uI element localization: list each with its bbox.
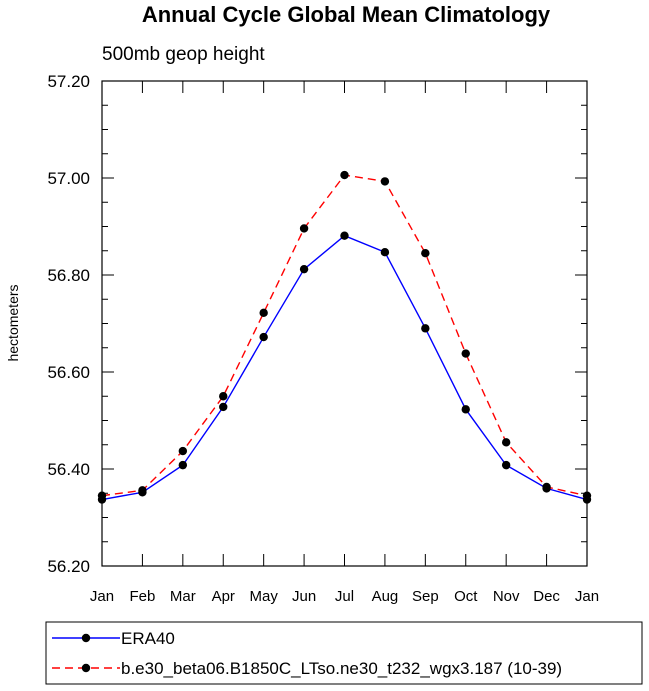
data-point <box>542 482 551 492</box>
legend: ERA40 b.e30_beta06.B1850C_LTso.ne30_t232_… <box>45 621 643 685</box>
data-point <box>178 460 188 470</box>
data-point <box>219 392 228 401</box>
legend-label: b.e30_beta06.B1850C_LTso.ne30_t232_wgx3.… <box>121 659 562 678</box>
data-point <box>138 486 147 495</box>
x-tick-label: Nov <box>493 588 520 605</box>
x-tick-label: Aug <box>372 588 399 605</box>
x-tick-label: Sep <box>412 588 439 605</box>
legend-marker <box>81 663 91 673</box>
y-tick-label: 57.00 <box>47 169 90 188</box>
data-point <box>380 177 390 186</box>
data-point <box>501 460 511 470</box>
data-point <box>259 308 268 318</box>
x-tick-label: Jun <box>292 588 316 605</box>
y-tick-label: 56.60 <box>47 363 90 382</box>
legend-label: ERA40 <box>121 629 175 648</box>
legend-item: ERA40 <box>52 629 175 648</box>
data-point <box>501 438 511 447</box>
chart-subtitle: 500mb geop height <box>102 44 265 65</box>
x-tick-label: Feb <box>129 588 155 605</box>
data-point <box>340 231 349 240</box>
data-point <box>380 248 390 257</box>
axis-ticks <box>101 80 588 567</box>
x-tick-label: May <box>249 588 278 605</box>
series-line <box>101 234 588 501</box>
x-tick-label: Apr <box>212 588 235 605</box>
data-point <box>421 248 430 258</box>
legend-box <box>45 621 643 685</box>
data-point <box>219 402 228 412</box>
data-point <box>461 405 470 414</box>
data-point <box>259 332 268 342</box>
x-tick-label: Jan <box>90 588 114 605</box>
data-point <box>461 349 470 358</box>
y-tick-label: 56.40 <box>47 460 90 479</box>
y-tick-label: 57.20 <box>47 72 90 91</box>
x-tick-label: Mar <box>170 588 196 605</box>
x-tick-label: Jul <box>335 588 354 605</box>
x-tick-label: Oct <box>454 588 478 605</box>
series-layer <box>97 170 592 504</box>
data-point <box>582 491 592 500</box>
x-tick-label: Dec <box>533 588 560 605</box>
data-point <box>178 446 188 456</box>
data-point <box>97 491 107 500</box>
legend-item: b.e30_beta06.B1850C_LTso.ne30_t232_wgx3.… <box>52 659 562 678</box>
x-tick-label: Jan <box>575 588 599 605</box>
data-point <box>299 264 309 274</box>
chart-title: Annual Cycle Global Mean Climatology <box>142 2 551 27</box>
y-tick-label: 56.80 <box>47 266 90 285</box>
plot-frame <box>101 80 588 567</box>
y-tick-label: 56.20 <box>47 557 90 576</box>
series-2 <box>97 170 592 500</box>
x-tick-labels: Jan Feb Mar Apr May Jun Jul Aug Sep Oct Nov Dec Jan <box>90 588 599 605</box>
series-line <box>101 174 588 497</box>
y-tick-labels: 56.20 56.40 56.60 56.80 57.00 57.20 <box>47 72 90 576</box>
series-1 <box>97 231 592 504</box>
y-axis-label: hectometers <box>5 284 21 361</box>
data-point <box>340 170 349 180</box>
data-point <box>421 324 430 333</box>
data-point <box>299 224 309 233</box>
legend-marker <box>81 633 91 643</box>
